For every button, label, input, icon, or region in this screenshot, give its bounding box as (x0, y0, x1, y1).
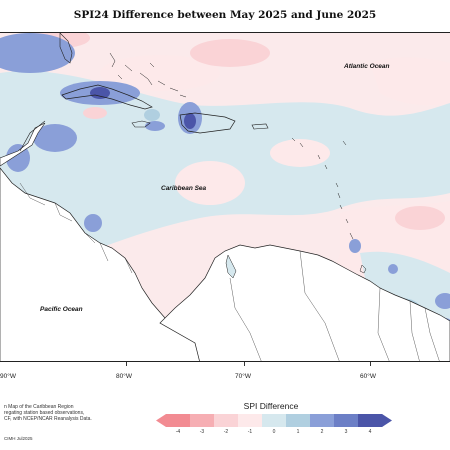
legend-tick-label: -3 (199, 429, 205, 435)
legend-tick-label: -1 (247, 429, 253, 435)
legend-title: SPI Difference (243, 401, 299, 411)
atlantic-ocean-label: Atlantic Ocean (344, 63, 390, 70)
legend-swatch (334, 414, 359, 427)
legend-swatch (262, 414, 287, 427)
longitude-label-80w: 80°W (116, 373, 132, 380)
footnote-line: regating station based observations, (4, 410, 85, 416)
longitude-tick-mark (244, 362, 245, 366)
map-footnote: n Map of the Caribbean Region regating s… (4, 404, 92, 422)
longitude-label-60w: 60°W (360, 373, 376, 380)
longitude-tick-mark (126, 362, 127, 366)
longitude-label-90w: 90°W (0, 373, 16, 380)
legend-swatch (214, 414, 239, 427)
legend-tick-label: 3 (344, 429, 348, 435)
footnote-line: CF, with NCEP/NCAR Reanalysis Data. (4, 416, 92, 422)
copyright-text: CIMH Jul2025 (4, 436, 33, 441)
legend-swatch (190, 414, 215, 427)
longitude-tick-mark (370, 362, 371, 366)
spi-difference-map (0, 33, 450, 361)
legend-tick-label: -2 (223, 429, 229, 435)
legend-tick-label: 2 (320, 429, 324, 435)
legend-swatch (286, 414, 311, 427)
footnote-line: n Map of the Caribbean Region (4, 404, 74, 410)
legend-arrow-low (156, 414, 166, 427)
map-area (0, 32, 450, 362)
legend-arrow-high (382, 414, 392, 427)
legend-tick-label: 1 (296, 429, 300, 435)
map-title: SPI24 Difference between May 2025 and Ju… (73, 9, 377, 21)
legend-swatch (358, 414, 383, 427)
longitude-label-70w: 70°W (235, 373, 251, 380)
legend-tick-label: 4 (368, 429, 372, 435)
legend-tick-label: 0 (272, 429, 276, 435)
legend-swatch (166, 414, 191, 427)
legend-swatch (310, 414, 335, 427)
legend-swatch (238, 414, 263, 427)
legend-tick-label: -4 (175, 429, 181, 435)
pacific-ocean-label: Pacific Ocean (40, 306, 83, 313)
legend-colorbar (156, 414, 392, 427)
caribbean-sea-label: Caribbean Sea (161, 185, 207, 192)
